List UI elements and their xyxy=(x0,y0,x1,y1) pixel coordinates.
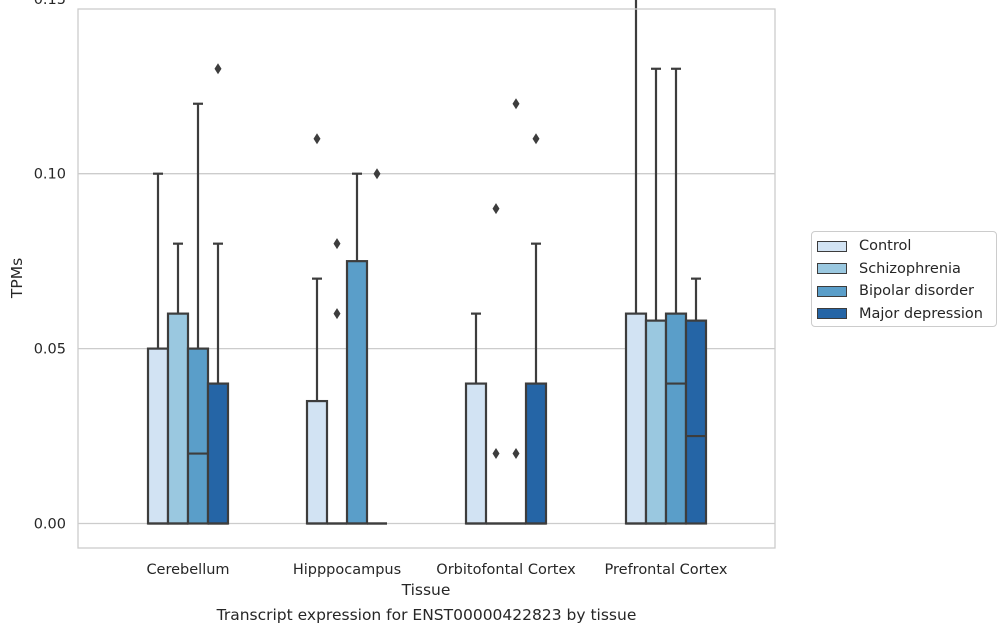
legend-item: Control xyxy=(817,235,996,258)
box-major-depression xyxy=(206,63,230,525)
legend-label: Bipolar disorder xyxy=(859,283,974,300)
box xyxy=(206,382,230,525)
outlier-point xyxy=(214,63,222,75)
box-control xyxy=(464,312,488,525)
box xyxy=(524,382,548,525)
y-tick-label: 0.10 xyxy=(34,167,66,183)
chart-caption: Transcript expression for ENST0000042282… xyxy=(216,606,637,624)
legend: Control Schizophrenia Bipolar disorder Majo… xyxy=(811,231,997,327)
outlier-point xyxy=(492,203,500,215)
legend-label: Schizophrenia xyxy=(859,260,961,277)
outlier-point xyxy=(492,448,500,460)
axes: 0.000.050.100.150.200.25CerebellumHipppo… xyxy=(34,0,728,578)
y-tick-label: 0.15 xyxy=(34,0,66,8)
box-control xyxy=(146,172,170,525)
outlier-point xyxy=(512,98,520,110)
legend-swatch xyxy=(817,240,847,252)
legend-item: Schizophrenia xyxy=(817,258,996,281)
box-control xyxy=(305,133,329,525)
box-series xyxy=(146,0,708,525)
box xyxy=(644,319,668,525)
x-tick-label: Prefrontal Cortex xyxy=(605,562,728,578)
box-major-depression xyxy=(367,168,387,525)
box-major-depression xyxy=(684,277,708,525)
box xyxy=(305,399,329,525)
x-axis-label: Tissue xyxy=(401,581,451,599)
box-bipolar-disorder xyxy=(186,102,210,525)
outlier-point xyxy=(313,133,321,145)
box-bipolar-disorder xyxy=(506,98,526,525)
box xyxy=(464,382,488,525)
box-schizophrenia xyxy=(486,203,506,525)
x-tick-label: Hipppocampus xyxy=(293,562,401,578)
legend-swatch xyxy=(817,308,847,320)
y-tick-label: 0.05 xyxy=(34,342,66,358)
box-schizophrenia xyxy=(327,238,347,525)
x-tick-label: Cerebellum xyxy=(146,562,229,578)
legend-item: Bipolar disorder xyxy=(817,280,996,303)
box-bipolar-disorder xyxy=(664,67,688,525)
box xyxy=(166,312,190,525)
box-bipolar-disorder xyxy=(345,172,369,525)
legend-label: Major depression xyxy=(859,305,983,322)
outlier-point xyxy=(532,133,540,145)
outlier-point xyxy=(512,448,520,460)
outlier-point xyxy=(373,168,381,180)
box xyxy=(345,260,369,525)
plot-frame xyxy=(77,8,776,549)
box xyxy=(664,312,688,525)
legend-swatch xyxy=(817,285,847,297)
legend-swatch xyxy=(817,263,847,275)
box-control xyxy=(624,0,648,525)
box-schizophrenia xyxy=(644,67,668,525)
box-schizophrenia xyxy=(166,242,190,525)
box xyxy=(186,347,210,525)
legend-label: Control xyxy=(859,238,912,255)
box xyxy=(684,319,708,525)
legend-item: Major depression xyxy=(817,303,996,326)
outlier-point xyxy=(333,308,341,320)
box xyxy=(624,312,648,525)
y-axis-label: TPMs xyxy=(8,258,26,299)
box-major-depression xyxy=(524,133,548,525)
x-tick-label: Orbitofontal Cortex xyxy=(436,562,576,578)
y-tick-label: 0.00 xyxy=(34,517,66,533)
outlier-point xyxy=(333,238,341,250)
box xyxy=(146,347,170,525)
